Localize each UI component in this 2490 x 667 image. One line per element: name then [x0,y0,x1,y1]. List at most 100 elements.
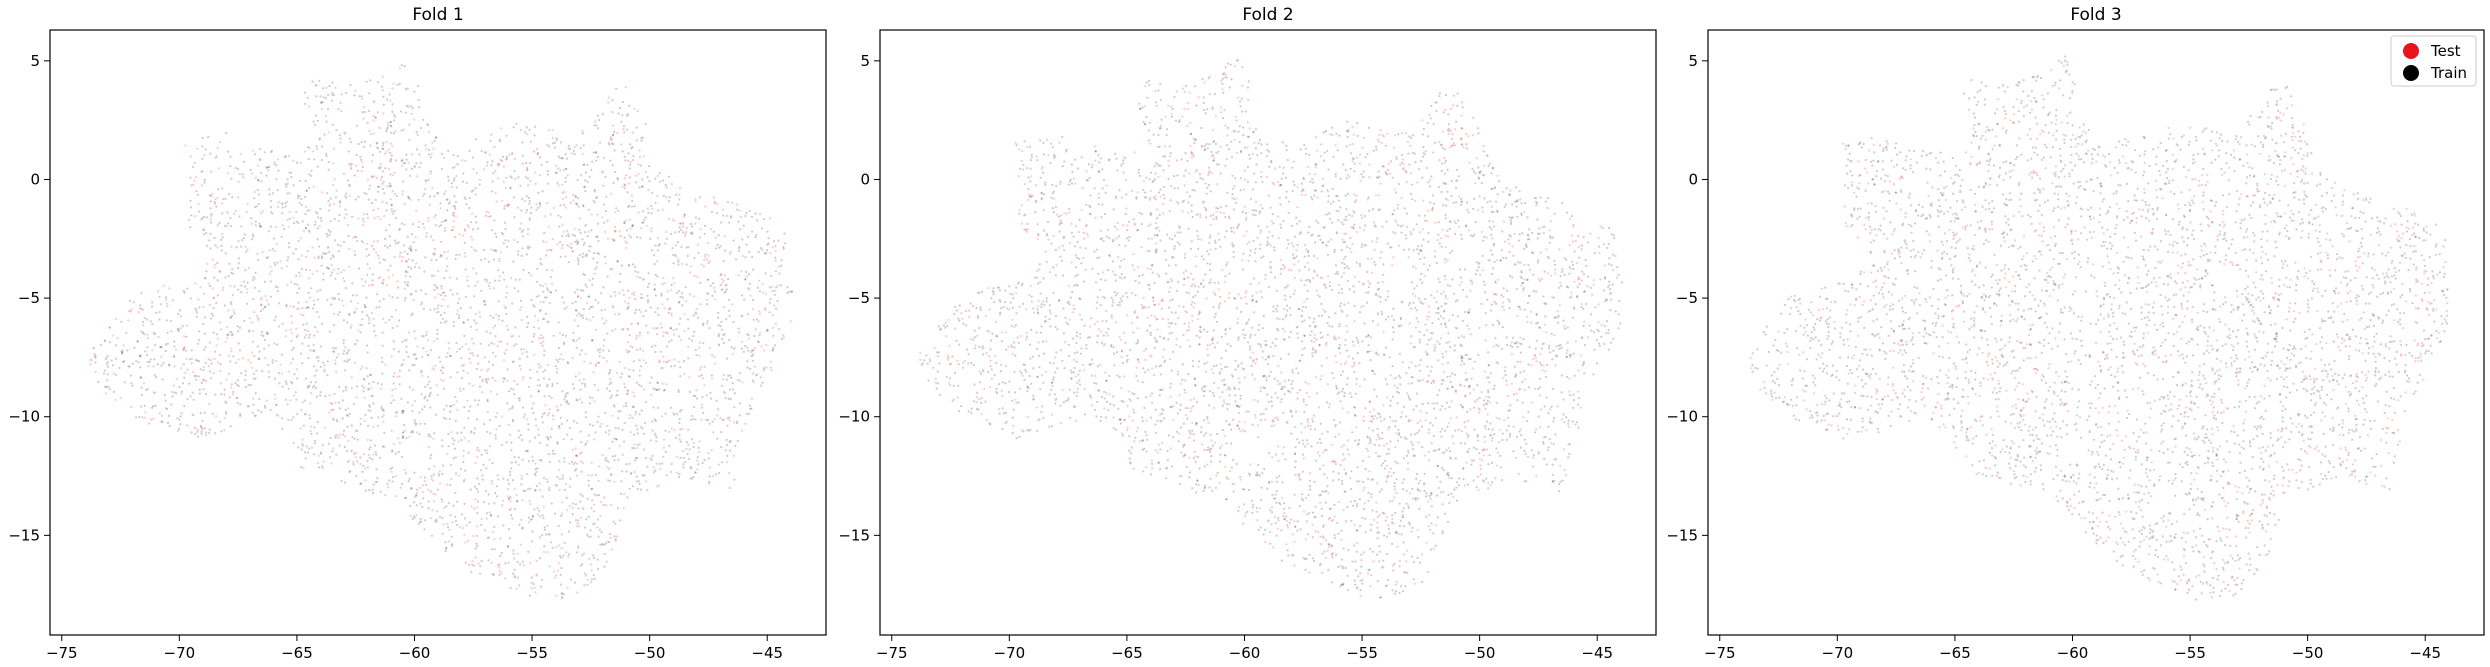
train-point [627,305,630,308]
test-point [653,432,656,435]
train-point [368,404,371,407]
test-point [471,563,474,566]
train-point [261,370,264,373]
test-point [572,199,575,202]
train-point [540,585,543,588]
train-point [751,230,754,233]
train-point [760,247,763,250]
train-point [319,217,322,220]
test-point [533,314,537,317]
train-point [614,426,617,430]
train-point [393,113,396,116]
test-point [708,346,711,350]
train-point [297,258,300,261]
test-point [436,510,439,513]
test-point [381,75,385,78]
test-point [413,495,417,498]
train-point [441,439,444,442]
train-point [494,355,497,358]
train-point [778,328,781,331]
train-point [626,191,629,194]
test-point [281,224,284,227]
test-point [594,120,597,123]
train-point [391,480,394,483]
train-point [585,317,588,320]
train-point [678,434,681,437]
test-point [575,314,578,317]
train-point [676,240,680,244]
test-point [296,334,299,337]
test-point [662,355,665,358]
train-point [690,222,693,226]
test-point [560,597,563,600]
train-point [378,300,381,303]
train-point [485,379,488,383]
train-point [1349,236,1352,239]
test-point [722,208,725,211]
train-point [298,201,301,204]
train-point [293,222,296,225]
train-point [271,212,274,215]
train-point [391,449,394,452]
test-point [249,361,252,364]
test-point [596,361,600,364]
test-point [363,396,366,399]
train-point [1291,387,1294,390]
train-point [293,282,296,286]
train-point [307,291,310,295]
test-point [416,491,419,494]
test-point [585,223,588,226]
train-point [509,586,512,590]
train-point [706,320,709,323]
train-point [237,262,240,265]
test-point [252,397,255,400]
test-point [552,206,556,210]
train-point [638,186,641,189]
train-point [325,232,328,235]
train-point [345,192,348,195]
test-point [150,418,153,421]
train-point [1168,210,1171,213]
train-point [255,369,258,372]
train-point [442,379,445,382]
test-point [630,205,634,208]
test-point [295,368,299,371]
train-point [257,203,260,206]
train-point [562,301,565,304]
train-point [351,294,355,297]
test-point [1362,415,1365,418]
test-point [698,440,701,443]
test-point [233,212,236,215]
train-point [386,246,389,249]
test-point [622,405,625,408]
test-point [361,323,364,327]
train-point [253,197,256,200]
train-point [490,164,493,167]
train-point [106,373,109,376]
train-point [475,138,478,141]
train-point [1273,377,1276,380]
train-point [1509,219,1512,222]
test-point [400,260,403,263]
test-point [571,506,574,509]
train-point [560,567,563,570]
train-point [436,332,439,335]
train-point [376,185,380,188]
train-point [230,383,233,386]
train-point [627,152,630,155]
train-point [353,253,357,256]
train-point [734,444,737,447]
train-point [381,170,384,173]
train-point [208,428,211,431]
train-point [593,493,596,496]
train-point [471,156,474,159]
train-point [565,400,568,403]
train-point [468,206,471,210]
train-point [595,196,598,200]
train-point [177,328,180,331]
test-point [613,225,617,228]
test-point [392,212,395,216]
train-point [541,190,544,193]
test-point [450,185,454,188]
test-point [389,159,392,162]
